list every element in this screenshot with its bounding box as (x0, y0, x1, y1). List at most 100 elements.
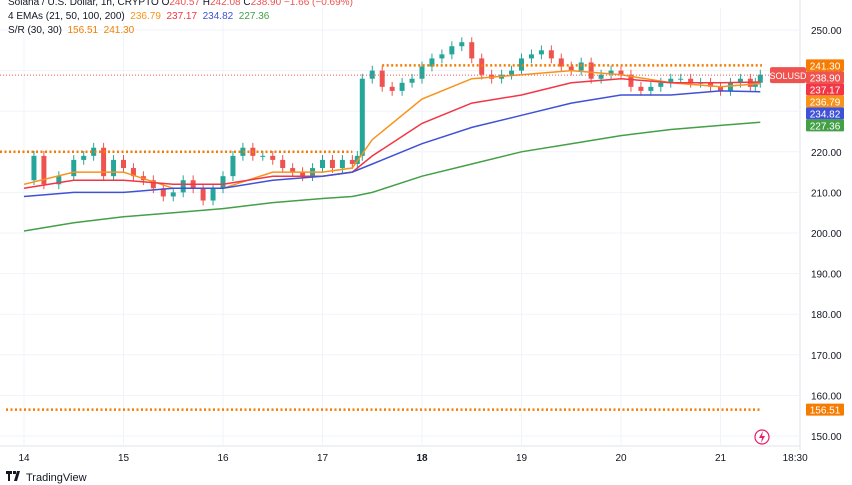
candle-body (727, 82, 733, 91)
tradingview-branding[interactable]: TradingView (6, 471, 87, 484)
candle-body (658, 82, 664, 87)
candle-body (628, 74, 634, 87)
candle-body (379, 70, 385, 87)
candle-body (290, 168, 296, 173)
candle-body (240, 147, 246, 156)
candle-body (668, 78, 674, 83)
candle-body (678, 78, 684, 80)
candle-body (409, 78, 415, 83)
price-label: 237.17 (810, 85, 841, 96)
legend-sr-resistance: 241.30 (103, 25, 135, 36)
candle-body (688, 78, 694, 83)
legend-ema-label: 4 EMAs (21, 50, 100, 200) (8, 11, 125, 22)
candle-body (389, 86, 395, 91)
legend-close: 238.90 (250, 0, 282, 8)
candle-body (111, 159, 117, 177)
lightning-bolt-icon (759, 431, 765, 443)
x-tick-label: 18 (416, 453, 428, 464)
candle-body (180, 180, 186, 193)
candle-body (588, 62, 594, 79)
ema200-line (23, 121, 761, 232)
candle-body (439, 54, 445, 59)
candle-body (519, 58, 524, 71)
legend-ema-row[interactable]: 4 EMAs (21, 50, 100, 200) 236.79 237.17 … (8, 10, 353, 24)
legend-open: 240.57 (169, 0, 200, 8)
price-label: 227.36 (810, 121, 841, 132)
y-tick-label: 150.00 (811, 432, 842, 443)
price-label-bg (806, 71, 844, 84)
candle-body (41, 155, 47, 185)
x-tick-label: 17 (317, 453, 329, 464)
price-label-bg (806, 107, 844, 120)
candle-body (708, 82, 714, 87)
candle-body (419, 66, 425, 79)
x-tick-label: 20 (615, 453, 627, 464)
candle-body (449, 46, 455, 55)
candle-body (130, 168, 136, 177)
x-tick-label: 16 (217, 453, 229, 464)
candle-body (56, 176, 62, 185)
candle-body (538, 50, 544, 55)
price-label: 241.30 (810, 61, 841, 72)
candle-body (648, 86, 654, 91)
candle-body (210, 188, 216, 201)
candle-body (260, 155, 266, 157)
y-tick-label: 250.00 (811, 26, 842, 37)
candle-body (270, 155, 276, 160)
candle-body (339, 159, 345, 169)
candle-body (548, 50, 554, 59)
candle-body (638, 86, 644, 91)
candle-body (469, 42, 475, 59)
y-tick-label: 220.00 (811, 148, 842, 159)
candle-body (91, 147, 97, 156)
candle-body (618, 70, 624, 75)
price-label-bg (806, 95, 844, 108)
legend-sr-row[interactable]: S/R (30, 30) 156.51 241.30 (8, 24, 353, 38)
x-tick-label: 18:30 (783, 453, 808, 464)
price-label-bg (806, 119, 844, 132)
y-tick-label: 180.00 (811, 310, 842, 321)
price-label-bg (806, 83, 844, 96)
y-tick-label: 210.00 (811, 188, 842, 199)
legend-change: −1.66 (−0.69%) (283, 0, 353, 8)
candle-body (200, 188, 206, 201)
x-tick-label: 14 (18, 453, 30, 464)
legend-ema50: 237.17 (166, 11, 198, 22)
candle-body (568, 66, 574, 71)
chart-legend: Solana / U.S. Dollar, 1h, CRYPTO O240.57… (8, 0, 353, 38)
candle-body (598, 74, 604, 79)
legend-ema21: 236.79 (130, 11, 161, 22)
tradingview-text: TradingView (26, 471, 87, 484)
candle-body (752, 82, 758, 87)
y-tick-label: 160.00 (811, 391, 842, 402)
candle-body (150, 180, 156, 189)
candle-body (558, 58, 564, 67)
symbol-tag: SOLUSD (769, 71, 807, 81)
price-label: 238.90 (810, 73, 841, 84)
price-label: 156.51 (810, 406, 841, 417)
candle-body (429, 58, 435, 67)
candle-body (320, 159, 325, 169)
candle-body (737, 78, 743, 83)
candle-body (459, 42, 465, 47)
candle-body (101, 147, 107, 177)
x-tick-label: 15 (118, 453, 130, 464)
candle-body (300, 172, 306, 177)
symbol-tag-bg (770, 67, 806, 84)
candle-body (608, 70, 614, 75)
y-tick-label: 200.00 (811, 229, 842, 240)
lightning-icon[interactable] (754, 429, 770, 445)
x-tick-label: 19 (516, 453, 528, 464)
legend-ema100: 234.82 (202, 11, 234, 22)
price-label: 236.79 (810, 97, 841, 108)
candle-body (399, 82, 405, 91)
candle-body (718, 86, 723, 91)
y-tick-label: 170.00 (811, 351, 842, 362)
legend-high: 242.08 (209, 0, 241, 8)
candle-body (757, 74, 763, 83)
candle-body (160, 188, 166, 197)
price-label: 234.82 (810, 109, 841, 120)
ema100-line (23, 90, 761, 198)
candle-body (230, 155, 236, 177)
